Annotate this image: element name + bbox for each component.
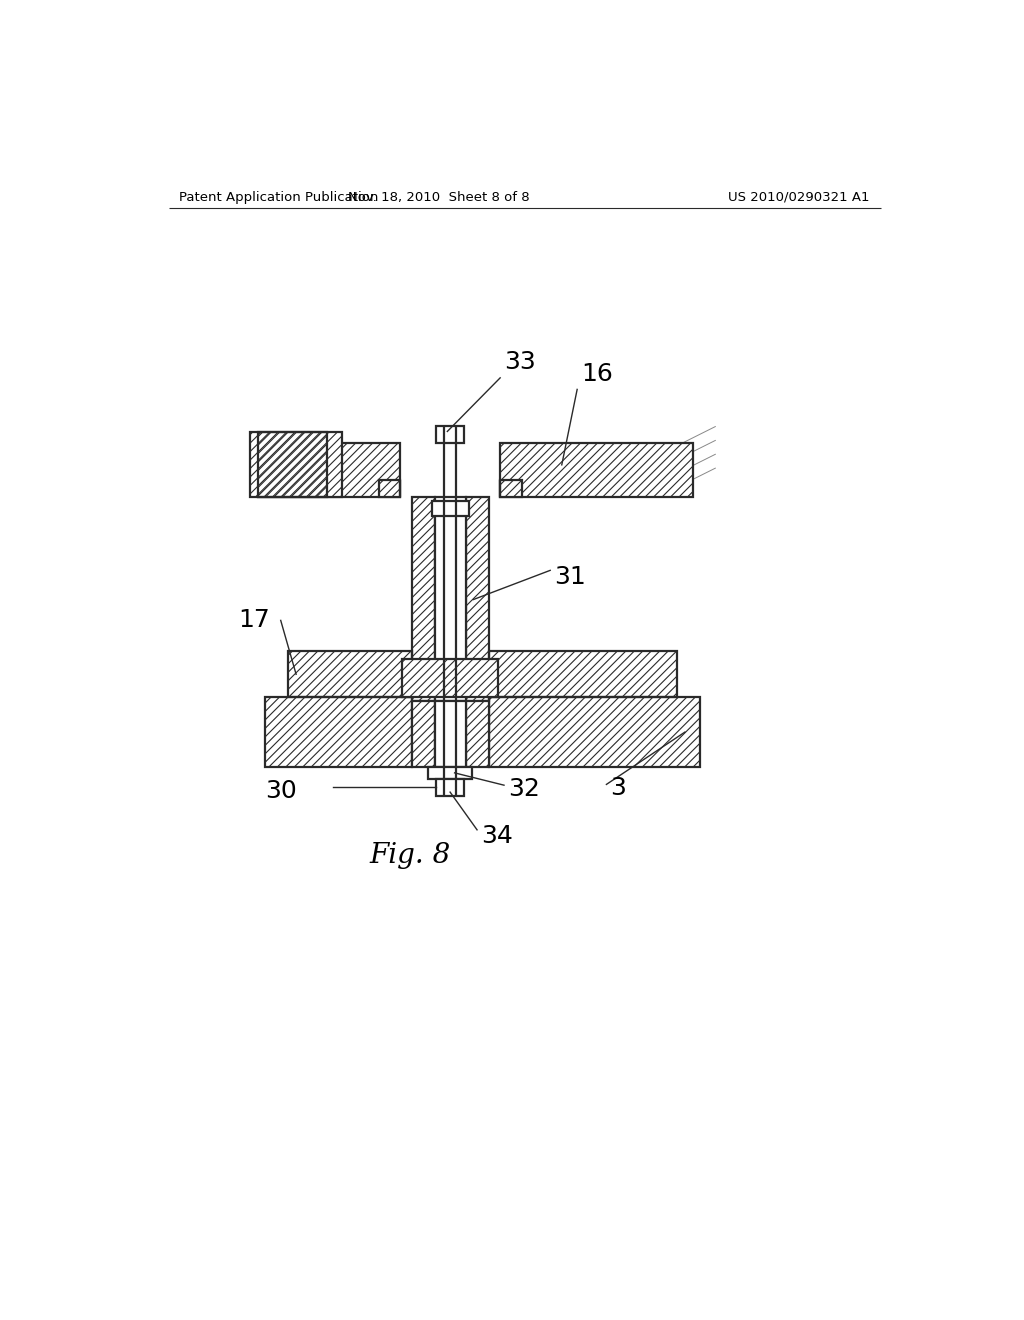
- Bar: [436, 779, 464, 796]
- Bar: [265, 697, 412, 767]
- Bar: [412, 701, 435, 767]
- Bar: [379, 480, 400, 498]
- Bar: [412, 498, 435, 701]
- Bar: [466, 498, 488, 701]
- Bar: [500, 444, 692, 498]
- Text: 32: 32: [508, 777, 540, 801]
- Bar: [258, 432, 327, 498]
- Bar: [258, 432, 327, 498]
- Bar: [258, 444, 400, 498]
- Bar: [500, 480, 521, 498]
- Bar: [488, 697, 700, 767]
- Bar: [412, 498, 435, 701]
- Bar: [432, 502, 469, 516]
- Text: 16: 16: [581, 362, 613, 385]
- Bar: [258, 444, 400, 498]
- Bar: [379, 480, 400, 498]
- Bar: [289, 651, 412, 697]
- Bar: [435, 498, 466, 701]
- Text: Fig. 8: Fig. 8: [370, 842, 451, 869]
- Bar: [435, 701, 466, 767]
- Bar: [402, 659, 498, 697]
- Bar: [250, 432, 342, 498]
- Bar: [436, 426, 464, 444]
- Bar: [488, 651, 677, 697]
- Text: Nov. 18, 2010  Sheet 8 of 8: Nov. 18, 2010 Sheet 8 of 8: [348, 191, 529, 203]
- Bar: [402, 659, 498, 697]
- Bar: [466, 498, 488, 701]
- Text: 33: 33: [504, 350, 536, 374]
- Text: US 2010/0290321 A1: US 2010/0290321 A1: [728, 191, 869, 203]
- Text: 34: 34: [481, 824, 513, 847]
- Text: 30: 30: [265, 779, 297, 804]
- Bar: [488, 697, 700, 767]
- Bar: [289, 651, 412, 697]
- Bar: [466, 701, 488, 767]
- Text: 3: 3: [610, 776, 626, 800]
- Bar: [500, 444, 692, 498]
- Bar: [488, 651, 677, 697]
- Bar: [412, 701, 435, 767]
- Bar: [250, 432, 342, 498]
- Text: 17: 17: [239, 609, 270, 632]
- Text: 31: 31: [554, 565, 586, 589]
- Bar: [466, 701, 488, 767]
- Text: Patent Application Publication: Patent Application Publication: [179, 191, 379, 203]
- Bar: [500, 480, 521, 498]
- Bar: [428, 767, 472, 779]
- Bar: [265, 697, 412, 767]
